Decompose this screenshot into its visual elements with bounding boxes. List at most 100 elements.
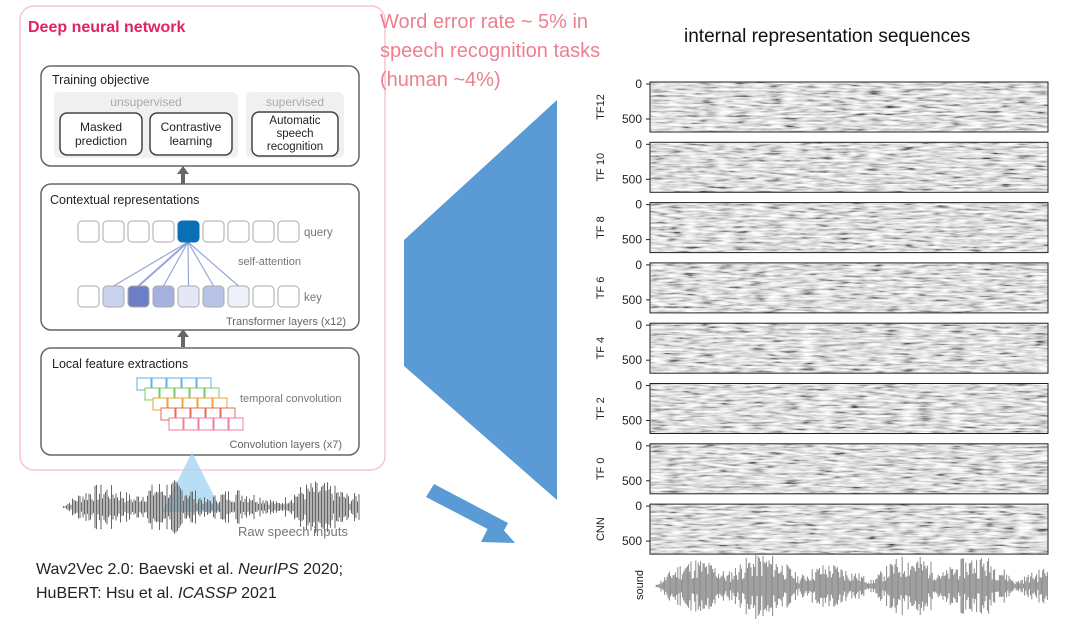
blue-arrow bbox=[426, 484, 515, 543]
key-token bbox=[177, 285, 200, 308]
panel-tick-label-0: 0 bbox=[635, 318, 642, 332]
conv-cell bbox=[183, 417, 199, 431]
masked-prediction-box bbox=[59, 112, 143, 156]
attention-line bbox=[187, 241, 239, 287]
attention-line bbox=[162, 241, 189, 287]
panel-layer-label: TF 4 bbox=[595, 337, 607, 360]
panel-heatmap bbox=[650, 443, 1048, 494]
convolution-layers-label: Convolution layers (x7) bbox=[230, 439, 343, 451]
conv-cell bbox=[144, 387, 160, 401]
arrow-contextual-to-training bbox=[177, 166, 189, 184]
conv-cell bbox=[198, 417, 214, 431]
conv-cell bbox=[213, 417, 229, 431]
query-token bbox=[177, 220, 200, 243]
query-row bbox=[77, 220, 300, 243]
temporal-convolution-label: temporal convolution bbox=[240, 393, 342, 405]
panel-tick-label-500: 500 bbox=[622, 474, 642, 488]
panel-tick-label-500: 500 bbox=[622, 172, 642, 186]
key-row bbox=[77, 285, 300, 308]
key-token bbox=[252, 285, 275, 308]
panel-frame bbox=[649, 503, 1049, 555]
citation-hubert-year: 2021 bbox=[236, 585, 277, 602]
asr-line1: Automatic bbox=[269, 115, 320, 127]
citation-hubert-venue: ICASSP bbox=[177, 585, 237, 602]
key-token bbox=[77, 285, 100, 308]
panel-tick-label-500: 500 bbox=[622, 534, 642, 548]
query-label: query bbox=[304, 227, 333, 239]
panel-heatmap bbox=[650, 262, 1048, 313]
asr-line3: recognition bbox=[267, 141, 323, 153]
panel-frame bbox=[649, 81, 1049, 133]
key-token bbox=[227, 285, 250, 308]
raw-speech-label: Raw speech inputs bbox=[238, 524, 348, 539]
wer-line-1: Word error rate ~ 5% in bbox=[380, 11, 589, 33]
key-token bbox=[102, 285, 125, 308]
panel-tick-label-0: 0 bbox=[635, 439, 642, 453]
panel-tick-label-500: 500 bbox=[622, 414, 642, 428]
training-objective-title: Training objective bbox=[52, 73, 150, 87]
panel-heatmap bbox=[650, 202, 1048, 253]
local-features-title: Local feature extractions bbox=[52, 357, 188, 371]
raw-speech-waveform bbox=[63, 480, 360, 534]
supervised-label: supervised bbox=[266, 95, 324, 109]
contextual-title: Contextual representations bbox=[50, 193, 199, 207]
projection-shape bbox=[404, 100, 557, 500]
conv-cell bbox=[136, 377, 152, 391]
citation-hubert-authors: HuBERT: Hsu et al. bbox=[36, 585, 178, 602]
wer-line-2: speech recognition tasks bbox=[380, 40, 601, 62]
panel-frame bbox=[649, 443, 1049, 495]
panel-layer-label: TF 8 bbox=[595, 216, 607, 239]
query-token bbox=[252, 220, 275, 243]
asr-box bbox=[251, 111, 339, 157]
query-token bbox=[227, 220, 250, 243]
panel-tick-label-0: 0 bbox=[635, 258, 642, 272]
query-token bbox=[277, 220, 300, 243]
arrow-local-to-contextual bbox=[177, 329, 189, 347]
citation-wav2vec-authors: Wav2Vec 2.0: Baevski et al. bbox=[36, 561, 239, 578]
contrastive-learning-line1: Contrastive bbox=[161, 120, 222, 134]
panel-layer-label: TF 6 bbox=[595, 277, 607, 300]
panel-tick-label-500: 500 bbox=[622, 353, 642, 367]
key-token bbox=[152, 285, 175, 308]
conv-cell bbox=[160, 407, 176, 421]
panel-tick-label-0: 0 bbox=[635, 499, 642, 513]
panel-layer-label: TF12 bbox=[595, 94, 607, 120]
panel-heatmap bbox=[650, 383, 1048, 434]
key-label: key bbox=[304, 292, 322, 304]
dnn-box-title: Deep neural network bbox=[28, 19, 185, 36]
citation-wav2vec-venue: NeurIPS bbox=[238, 561, 299, 578]
panel-tick-label-0: 0 bbox=[635, 379, 642, 393]
attention-line bbox=[113, 241, 189, 287]
panel-layer-label: TF 0 bbox=[595, 457, 607, 480]
self-attention-label: self-attention bbox=[238, 256, 301, 268]
attention-line bbox=[137, 241, 189, 287]
query-token bbox=[202, 220, 225, 243]
citation-block: Wav2Vec 2.0: Baevski et al. NeurIPS 2020… bbox=[36, 558, 343, 606]
panel-tick-label-500: 500 bbox=[622, 233, 642, 247]
panel-tick-label-0: 0 bbox=[635, 137, 642, 151]
representation-panels: 0 500 TF12 0 500 TF 10 0 500 TF 8 0 500 TF 6 0 500 TF … bbox=[595, 77, 1049, 555]
panel-tick-label-0: 0 bbox=[635, 198, 642, 212]
panel-frame bbox=[649, 141, 1049, 193]
transformer-layers-label: Transformer layers (x12) bbox=[226, 316, 346, 328]
panel-frame bbox=[649, 383, 1049, 434]
query-token bbox=[102, 220, 125, 243]
masked-prediction-line2: prediction bbox=[75, 134, 127, 148]
panel-heatmap bbox=[650, 82, 1048, 132]
word-error-rate-note: Word error rate ~ 5% in speech recogniti… bbox=[380, 8, 640, 95]
citation-wav2vec-year: 2020; bbox=[298, 561, 344, 578]
query-token bbox=[152, 220, 175, 243]
query-token bbox=[77, 220, 100, 243]
conv-cell bbox=[152, 397, 168, 411]
attention-lines bbox=[113, 241, 239, 287]
panel-heatmap bbox=[650, 142, 1048, 193]
panel-frame bbox=[649, 262, 1049, 314]
sound-waveform bbox=[655, 553, 1048, 619]
panel-heatmap bbox=[650, 504, 1048, 555]
query-token bbox=[127, 220, 150, 243]
citation-wav2vec: Wav2Vec 2.0: Baevski et al. NeurIPS 2020… bbox=[36, 558, 343, 582]
sound-label: sound bbox=[634, 570, 646, 600]
panel-tick-label-500: 500 bbox=[622, 293, 642, 307]
citation-hubert: HuBERT: Hsu et al. ICASSP 2021 bbox=[36, 582, 343, 606]
